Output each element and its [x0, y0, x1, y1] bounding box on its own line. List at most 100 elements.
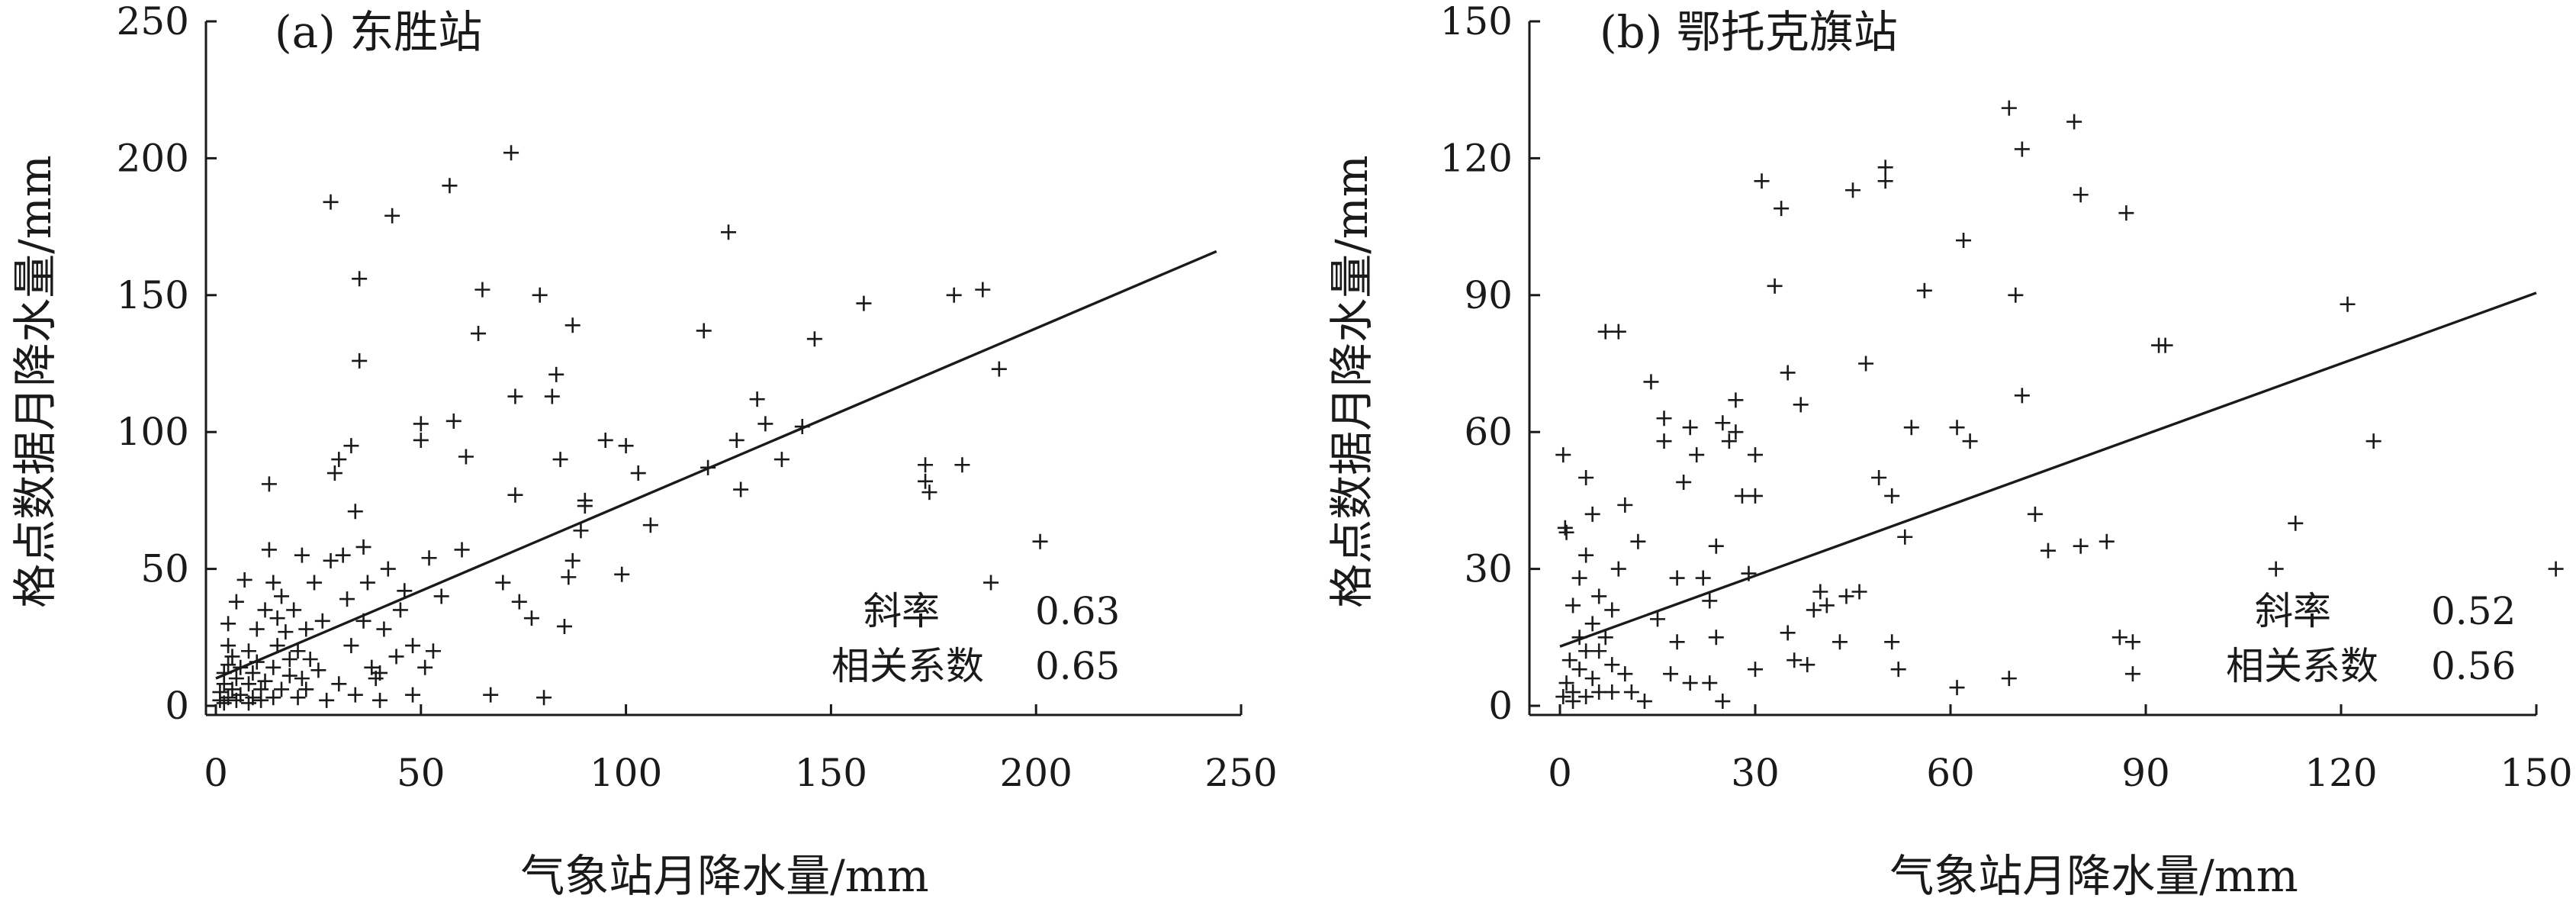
panel-a-data-point: [265, 690, 281, 706]
panel-b-data-point: [1748, 662, 1763, 678]
panel-a-slope-label: 斜率: [863, 589, 940, 633]
panel-b-data-point: [2066, 114, 2082, 130]
panel-b-data-point: [2111, 629, 2127, 646]
panel-b-y-tick-label: 30: [1464, 547, 1513, 591]
panel-b-data-point: [2124, 634, 2140, 650]
panel-a-data-point: [474, 282, 490, 298]
panel-b-data-point: [1578, 470, 1594, 485]
panel-b-data-point: [1591, 588, 1607, 604]
panel-a-data-point: [261, 542, 277, 558]
panel-b-data-point: [1845, 182, 1860, 198]
panel-b-data-point: [1591, 643, 1607, 659]
panel-b-data-point: [1832, 634, 1848, 650]
panel-b-data-point: [1812, 584, 1828, 600]
panel-b-data-point: [1897, 529, 1913, 545]
panel-a-data-point: [216, 665, 232, 681]
panel-b-data-point: [2340, 296, 2356, 312]
panel-a-data-point: [298, 621, 314, 637]
panel-b-data-point: [1728, 424, 1744, 440]
panel-b-xlabel: 气象站月降水量/mm: [1889, 850, 2298, 902]
panel-a-data-point: [392, 602, 408, 618]
panel-a-data-point: [532, 287, 548, 303]
panel-a-data-point: [483, 687, 499, 703]
panel-b-data-point: [1578, 547, 1594, 563]
panel-b-data-point: [1669, 634, 1685, 650]
panel-b-data-point: [1884, 634, 1900, 650]
panel-a-data-point: [302, 652, 318, 668]
panel-b-data-point: [2098, 533, 2115, 549]
panel-b-data-point: [1591, 684, 1607, 700]
panel-a-data-point: [241, 676, 257, 692]
panel-b-data-point: [1890, 662, 1906, 678]
panel-a-data-point: [433, 588, 449, 604]
panel-a-data-point: [975, 282, 991, 298]
panel-a-data-point: [918, 457, 934, 473]
panel-a-data-point: [564, 552, 580, 568]
panel-a-data-point: [388, 649, 404, 665]
panel-a-data-point: [236, 572, 252, 588]
panel-a-data-point: [454, 542, 470, 558]
panel-b-data-point: [2027, 506, 2043, 522]
panel-a-data-point: [806, 331, 822, 347]
panel-a-y-tick-label: 250: [117, 0, 189, 43]
panel-b-data-point: [1610, 561, 1626, 577]
panel-b-data-point: [1663, 666, 1679, 682]
panel-a-data-point: [355, 539, 371, 555]
panel-b-x-tick-label: 30: [1731, 751, 1780, 795]
panel-b-data-point: [2365, 433, 2381, 449]
panel-b-data-point: [1682, 420, 1698, 436]
panel-a-data-point: [372, 692, 388, 708]
panel-a-data-point: [228, 671, 244, 687]
panel-a-data-point: [224, 681, 240, 697]
panel-a-data-point: [220, 638, 236, 654]
panel-b-data-point: [1774, 201, 1790, 217]
panel-a-data-point: [442, 178, 458, 194]
panel-b-data-point: [1851, 584, 1867, 600]
panel-a-data-point: [294, 671, 310, 687]
panel-a-data-point: [749, 391, 765, 407]
panel-b-data-point: [1806, 602, 1822, 618]
panel-a-data-point: [261, 476, 277, 492]
panel-b-data-point: [1610, 324, 1626, 340]
panel-a-data-point: [421, 550, 437, 566]
panel-a-data-point: [352, 353, 368, 369]
panel-b-x-tick-label: 120: [2304, 751, 2377, 795]
panel-b-data-point: [2288, 515, 2304, 531]
panel-b-data-point: [1650, 611, 1665, 627]
panel-b-data-point: [1558, 524, 1574, 540]
panel-a-data-point: [991, 361, 1007, 377]
panel-b-data-point: [1715, 694, 1731, 710]
panel-b-data-point: [1702, 593, 1718, 609]
panel-a-data-point: [253, 681, 269, 697]
panel-a-y-tick-label: 100: [117, 410, 189, 454]
panel-a-data-point: [696, 323, 712, 339]
panel-b-data-point: [1623, 684, 1639, 700]
panel-b-data-point: [1571, 570, 1587, 586]
panel-b-data-point: [2014, 388, 2030, 404]
panel-a-data-point: [556, 618, 572, 634]
panel-b-data-point: [1565, 597, 1581, 613]
panel-a-data-point: [397, 583, 413, 599]
panel-a-data-point: [257, 673, 273, 689]
panel-a-data-point: [314, 613, 330, 629]
panel-a-data-point: [257, 602, 273, 618]
panel-b-data-point: [1708, 538, 1724, 554]
panel-b-data-point: [1871, 470, 1887, 485]
panel-b-data-point: [1636, 694, 1652, 710]
panel-a-ylabel: 格点数据月降水量/mm: [9, 155, 61, 608]
panel-b-data-point: [1555, 447, 1571, 463]
panel-a-correlation-label: 相关系数: [831, 644, 984, 688]
panel-b-data-point: [2118, 205, 2134, 221]
panel-a-y-tick-label: 0: [165, 684, 189, 728]
panel-b-data-point: [1561, 652, 1577, 668]
panel-b-data-point: [1708, 629, 1724, 646]
panel-a-data-point: [228, 594, 244, 610]
panel-b-correlation-label: 相关系数: [2226, 644, 2378, 688]
panel-a-data-point: [343, 438, 359, 454]
panel-b-data-point: [2041, 543, 2056, 559]
panel-b-data-point: [1656, 411, 1672, 427]
panel-a-x-tick-label: 50: [397, 751, 445, 795]
panel-b-data-point: [2014, 141, 2030, 157]
panel-a-data-point: [577, 498, 593, 514]
